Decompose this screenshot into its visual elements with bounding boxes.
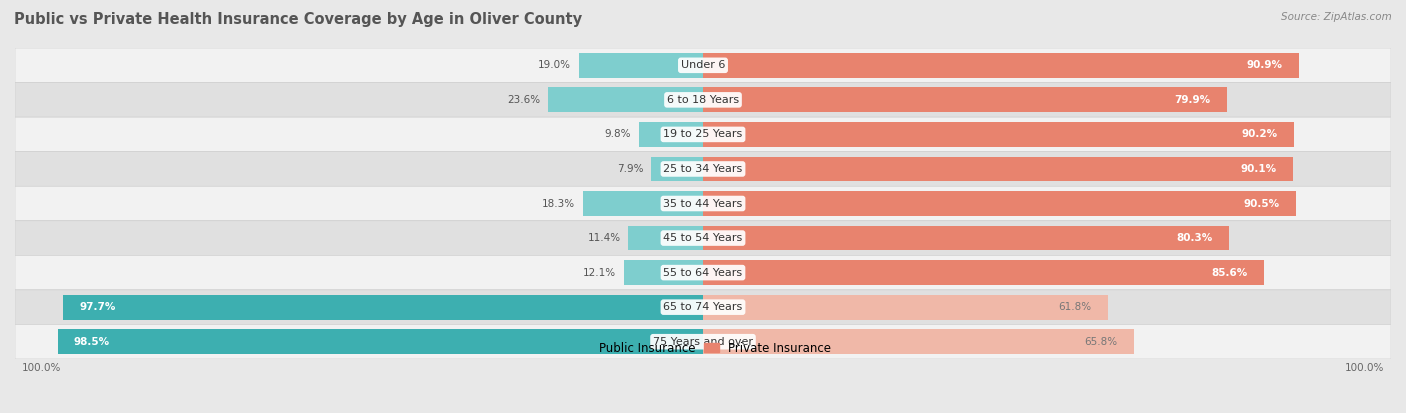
Text: 65 to 74 Years: 65 to 74 Years <box>664 302 742 312</box>
Bar <box>578 53 703 78</box>
Text: 75 Years and over: 75 Years and over <box>652 337 754 347</box>
Bar <box>651 157 703 181</box>
Legend: Public Insurance, Private Insurance: Public Insurance, Private Insurance <box>571 337 835 359</box>
Text: 85.6%: 85.6% <box>1211 268 1247 278</box>
Text: Source: ZipAtlas.com: Source: ZipAtlas.com <box>1281 12 1392 22</box>
Bar <box>63 295 703 320</box>
Text: 100.0%: 100.0% <box>1346 363 1385 373</box>
Text: 100.0%: 100.0% <box>21 363 60 373</box>
Text: 11.4%: 11.4% <box>588 233 620 243</box>
FancyBboxPatch shape <box>15 255 1391 290</box>
Text: 80.3%: 80.3% <box>1177 233 1213 243</box>
Text: 12.1%: 12.1% <box>582 268 616 278</box>
Text: 97.7%: 97.7% <box>79 302 115 312</box>
Text: 18.3%: 18.3% <box>543 199 575 209</box>
Text: 55 to 64 Years: 55 to 64 Years <box>664 268 742 278</box>
Bar <box>703 295 1108 320</box>
Bar <box>703 191 1296 216</box>
Text: 23.6%: 23.6% <box>508 95 540 105</box>
Bar <box>703 88 1226 112</box>
FancyBboxPatch shape <box>15 48 1391 83</box>
Bar <box>703 225 1229 251</box>
Text: 9.8%: 9.8% <box>605 129 631 140</box>
Text: 90.2%: 90.2% <box>1241 129 1278 140</box>
Text: Public vs Private Health Insurance Coverage by Age in Oliver County: Public vs Private Health Insurance Cover… <box>14 12 582 27</box>
Bar <box>703 53 1299 78</box>
Bar <box>583 191 703 216</box>
Bar <box>624 260 703 285</box>
FancyBboxPatch shape <box>15 221 1391 255</box>
FancyBboxPatch shape <box>15 186 1391 221</box>
Bar <box>58 329 703 354</box>
Bar <box>548 88 703 112</box>
Text: 6 to 18 Years: 6 to 18 Years <box>666 95 740 105</box>
Text: 65.8%: 65.8% <box>1084 337 1118 347</box>
Text: 90.1%: 90.1% <box>1241 164 1277 174</box>
Text: Under 6: Under 6 <box>681 60 725 70</box>
FancyBboxPatch shape <box>15 117 1391 152</box>
Bar <box>703 260 1264 285</box>
Text: 19.0%: 19.0% <box>537 60 571 70</box>
Text: 19 to 25 Years: 19 to 25 Years <box>664 129 742 140</box>
Text: 7.9%: 7.9% <box>617 164 644 174</box>
FancyBboxPatch shape <box>15 83 1391 117</box>
Text: 61.8%: 61.8% <box>1059 302 1091 312</box>
Text: 45 to 54 Years: 45 to 54 Years <box>664 233 742 243</box>
Text: 98.5%: 98.5% <box>75 337 110 347</box>
FancyBboxPatch shape <box>15 290 1391 325</box>
FancyBboxPatch shape <box>15 325 1391 359</box>
Text: 79.9%: 79.9% <box>1174 95 1211 105</box>
Text: 90.5%: 90.5% <box>1243 199 1279 209</box>
FancyBboxPatch shape <box>15 152 1391 186</box>
Bar <box>703 122 1294 147</box>
Text: 35 to 44 Years: 35 to 44 Years <box>664 199 742 209</box>
Bar <box>638 122 703 147</box>
Bar <box>703 329 1135 354</box>
Bar <box>703 157 1294 181</box>
Text: 90.9%: 90.9% <box>1246 60 1282 70</box>
Bar <box>628 225 703 251</box>
Text: 25 to 34 Years: 25 to 34 Years <box>664 164 742 174</box>
